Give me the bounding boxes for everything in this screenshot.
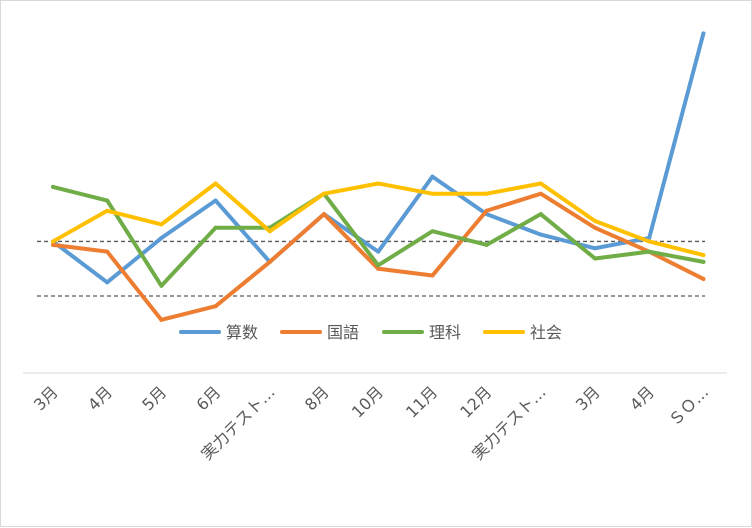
- series-2-point-6: [376, 263, 381, 268]
- series-3-point-2: [159, 222, 164, 227]
- series-3-point-12: [701, 253, 706, 258]
- series-1-point-1: [105, 249, 110, 254]
- series-1-point-2: [159, 317, 164, 322]
- x-tick-label-1: 4月: [84, 382, 116, 414]
- series-0-point-7: [430, 174, 435, 179]
- series-3-point-0: [51, 239, 55, 244]
- series-3-point-1: [105, 208, 110, 213]
- series-1-point-4: [267, 259, 272, 264]
- series-1-point-8: [484, 208, 489, 213]
- series-2-point-8: [484, 242, 489, 247]
- x-tick-label-12: ＳＯ…: [665, 382, 712, 429]
- series-3-point-11: [647, 239, 652, 244]
- series-3-point-4: [267, 229, 272, 234]
- x-tick-label-3: 6月: [192, 382, 224, 414]
- series-1-point-5: [322, 212, 326, 217]
- series-0-point-1: [105, 280, 110, 285]
- series-2-point-0: [51, 184, 55, 189]
- series-2-point-1: [105, 198, 110, 203]
- series-0-point-12: [701, 31, 706, 36]
- series-2-point-10: [593, 256, 597, 261]
- series-1-point-7: [430, 273, 435, 278]
- series-3-point-7: [430, 191, 435, 196]
- x-tick-label-11: 4月: [626, 382, 658, 414]
- x-tick-label-6: 10月: [348, 382, 387, 421]
- series-3-point-9: [538, 181, 543, 186]
- x-tick-label-8: 12月: [456, 382, 495, 421]
- series-3-point-5: [322, 191, 326, 196]
- series-3-point-3: [213, 181, 218, 186]
- series-2-point-7: [430, 229, 435, 234]
- series-3-point-8: [484, 191, 489, 196]
- x-tick-label-2: 5月: [138, 382, 170, 414]
- series-3-point-6: [376, 181, 381, 186]
- series-1-point-9: [538, 191, 543, 196]
- legend-label-2: 理科: [429, 323, 461, 342]
- legend-label-3: 社会: [530, 323, 562, 342]
- x-tick-label-10: 3月: [572, 382, 604, 414]
- series-2-point-2: [159, 283, 164, 288]
- series-line-0: [51, 31, 706, 285]
- series-2-point-11: [647, 249, 652, 254]
- series-3-point-10: [593, 218, 597, 223]
- series-1-point-10: [593, 225, 597, 230]
- series-1-point-6: [376, 266, 381, 271]
- series-1-point-12: [701, 276, 706, 281]
- x-tick-label-0: 3月: [30, 382, 62, 414]
- series-0-point-3: [213, 198, 218, 203]
- series-2-point-12: [701, 259, 706, 264]
- x-tick-label-5: 8月: [301, 382, 333, 414]
- series-0-point-10: [593, 246, 597, 251]
- series-0-point-6: [376, 249, 381, 254]
- series-line-2: [51, 184, 706, 288]
- legend-label-0: 算数: [226, 323, 258, 342]
- x-tick-label-7: 11月: [402, 382, 441, 421]
- legend-label-1: 国語: [327, 323, 359, 342]
- series-2-point-3: [213, 225, 218, 230]
- series-0-point-9: [538, 232, 543, 237]
- series-1-point-0: [51, 242, 55, 247]
- series-0-point-2: [159, 236, 164, 241]
- series-1-point-3: [213, 304, 218, 309]
- series-2-point-9: [538, 212, 543, 217]
